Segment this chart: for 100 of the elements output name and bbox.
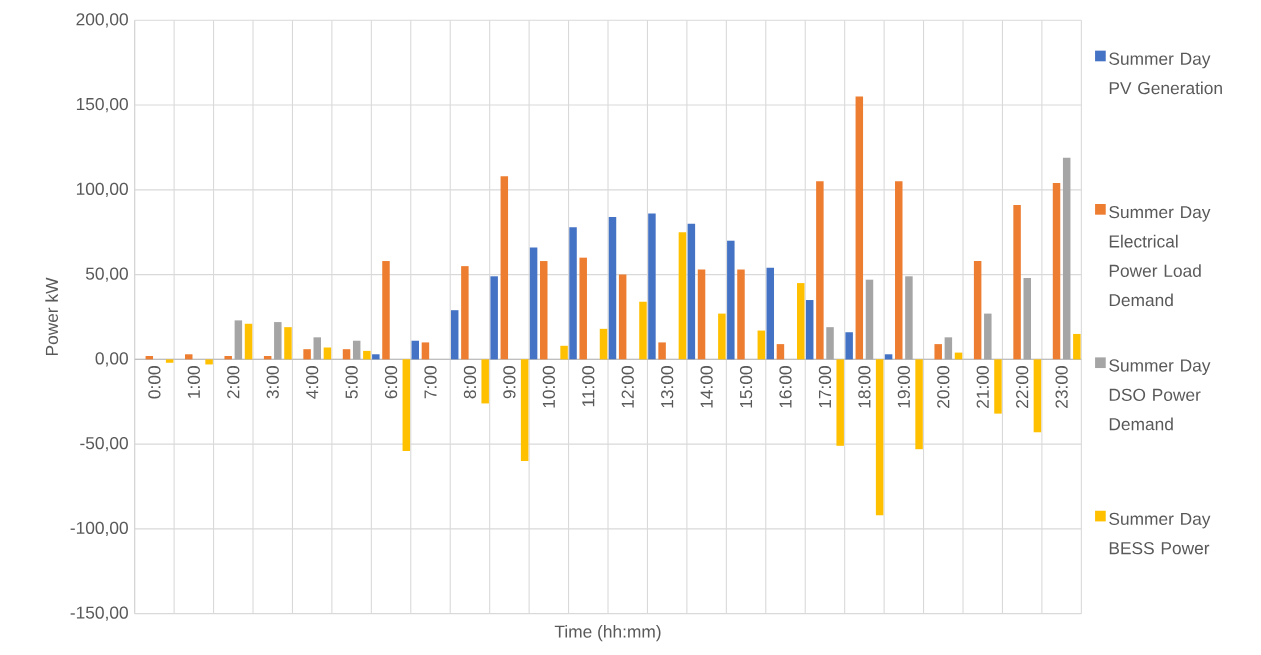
bar [481,359,489,404]
bar [205,359,213,365]
bar [757,330,766,360]
y-tick-label: -50,00 [80,436,128,452]
bar [1013,205,1021,360]
bar [727,240,735,360]
bar [678,232,687,360]
legend-label: Summer Day Electrical Power Load Demand [1109,205,1211,307]
bar [658,342,666,360]
x-tick-label: 6:00 [384,366,398,399]
x-tick-label: 3:00 [266,366,279,399]
x-tick-label: 1:00 [187,366,200,398]
bar [618,274,627,360]
bar [973,261,982,360]
bar [826,327,834,360]
y-tick-label: 100,00 [76,182,128,197]
x-axis-title: Time (hh:mm) [554,625,661,642]
bar [776,344,785,360]
bar [845,332,853,360]
bar [234,320,243,360]
y-tick-label: -150,00 [70,606,128,621]
x-tick-label: 21:00 [976,366,989,408]
bar [490,276,498,360]
x-tick-label: 9:00 [503,366,516,399]
x-tick-label: 13:00 [661,366,674,408]
bar [303,349,311,360]
bar [1062,157,1071,360]
bar [402,359,411,451]
bar [875,359,884,516]
bar [984,313,992,360]
legend-label: Summer Day DSO Power Demand [1109,359,1211,431]
bar [599,328,608,360]
legend-label: Summer Day BESS Power [1109,512,1211,555]
x-tick-label: 23:00 [1055,366,1068,408]
bar [342,349,351,360]
bar [560,345,568,360]
x-tick-label: 11:00 [582,366,595,407]
x-tick-label: 20:00 [937,366,950,408]
bar [569,227,577,360]
x-tick-label: 15:00 [739,366,753,408]
bar [1023,277,1031,360]
bar [855,96,864,360]
bar [363,350,371,360]
x-tick-label: 12:00 [621,366,634,408]
x-tick-label: 2:00 [227,366,240,399]
bar [1073,333,1081,360]
bar [895,181,903,360]
bar [797,283,805,360]
y-axis-title: Power kW [45,277,59,356]
x-tick-label: 10:00 [542,366,555,408]
y-tick-label: 150,00 [76,97,128,113]
bar [224,355,232,360]
x-tick-label: 14:00 [700,366,713,408]
bar [520,359,529,462]
bar [718,313,726,360]
bar [382,261,390,360]
bar [500,176,509,360]
bar [450,310,459,360]
bar [608,216,617,360]
bar [185,354,193,360]
x-tick-label: 22:00 [1016,366,1029,408]
x-tick-label: 4:00 [306,366,319,399]
bar [284,327,292,360]
bar [639,301,647,360]
bar [274,322,282,360]
bar [994,359,1002,414]
bar [884,354,893,360]
bar [687,223,696,360]
bar [421,342,430,360]
bar [915,359,923,450]
x-tick-label: 19:00 [897,366,910,408]
x-tick-label: 18:00 [858,366,871,408]
y-tick-label: 50,00 [85,267,128,282]
bar [805,300,814,360]
x-tick-label: 7:00 [424,366,437,399]
bar [1033,359,1042,433]
bar [697,269,706,360]
bar [165,359,174,363]
bar [244,323,253,360]
bar [944,337,953,360]
x-tick-label: 16:00 [779,366,792,408]
bar [352,340,361,360]
x-tick-label: 17:00 [818,366,832,408]
bar [540,261,548,360]
bar [648,213,656,360]
bar [529,247,538,360]
bar [737,269,745,360]
bar [836,359,844,446]
x-tick-label: 8:00 [463,366,477,399]
y-tick-label: 200,00 [76,13,128,28]
y-tick-label: 0,00 [95,352,128,367]
bar [579,257,587,360]
bar [461,266,469,360]
bar [766,267,775,360]
x-tick-label: 5:00 [345,366,358,399]
bar [934,344,942,360]
y-tick-label: -100,00 [70,521,128,537]
bar [411,340,420,360]
bar [905,276,913,360]
bar [816,181,824,360]
